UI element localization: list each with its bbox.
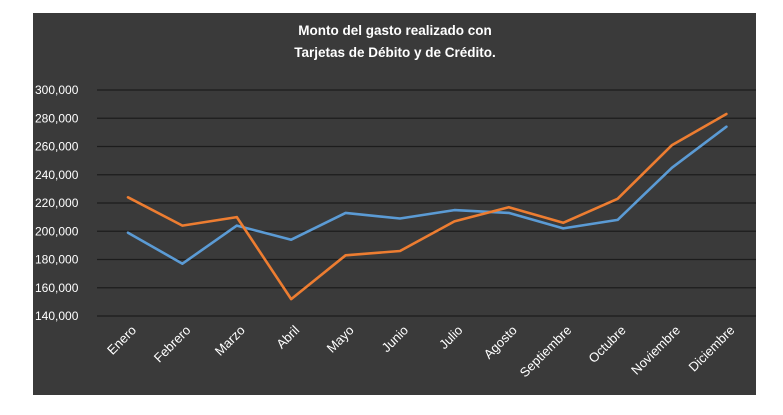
x-tick-label: Enero [104, 323, 139, 358]
y-axis-tick-labels: 140,000 160,000 180,000 200,000 220,000 240,0… [35, 83, 79, 323]
series-line-1 [126, 125, 728, 265]
x-tick-label: Abril [273, 322, 302, 351]
y-tick-label: 240,000 [35, 168, 79, 182]
y-tick-label: 200,000 [35, 224, 79, 238]
y-tick-label: 280,000 [35, 111, 79, 125]
chart-title-line-2: Tarjetas de Débito y de Crédito. [294, 45, 496, 60]
gridlines [97, 89, 756, 317]
y-tick-label: 160,000 [35, 281, 79, 295]
series-line-2 [126, 112, 728, 301]
y-tick-label: 140,000 [35, 309, 79, 323]
x-tick-label: Junio [379, 323, 412, 356]
x-tick-label: Diciembre [686, 323, 738, 375]
x-axis-tick-labels: Enero Febrero Marzo Abril Mayo Junio Julio Agos… [104, 322, 738, 380]
series-lines [126, 112, 728, 301]
x-tick-label: Noviembre [628, 323, 683, 378]
x-tick-label: Mayo [324, 323, 357, 356]
chart-panel: Monto del gasto realizado con Tarjetas d… [33, 13, 756, 395]
y-tick-label: 220,000 [35, 196, 79, 210]
x-tick-label: Marzo [212, 323, 248, 359]
x-tick-label: Agosto [481, 323, 520, 362]
y-tick-label: 180,000 [35, 253, 79, 267]
y-tick-label: 300,000 [35, 83, 79, 97]
x-tick-label: Julio [436, 323, 466, 353]
x-tick-label: Octubre [585, 323, 628, 366]
y-tick-label: 260,000 [35, 140, 79, 154]
chart-title-line-1: Monto del gasto realizado con [298, 23, 492, 38]
x-tick-label: Febrero [151, 323, 194, 366]
line-chart: Monto del gasto realizado con Tarjetas d… [35, 23, 756, 380]
x-tick-label: Septiembre [517, 323, 575, 381]
